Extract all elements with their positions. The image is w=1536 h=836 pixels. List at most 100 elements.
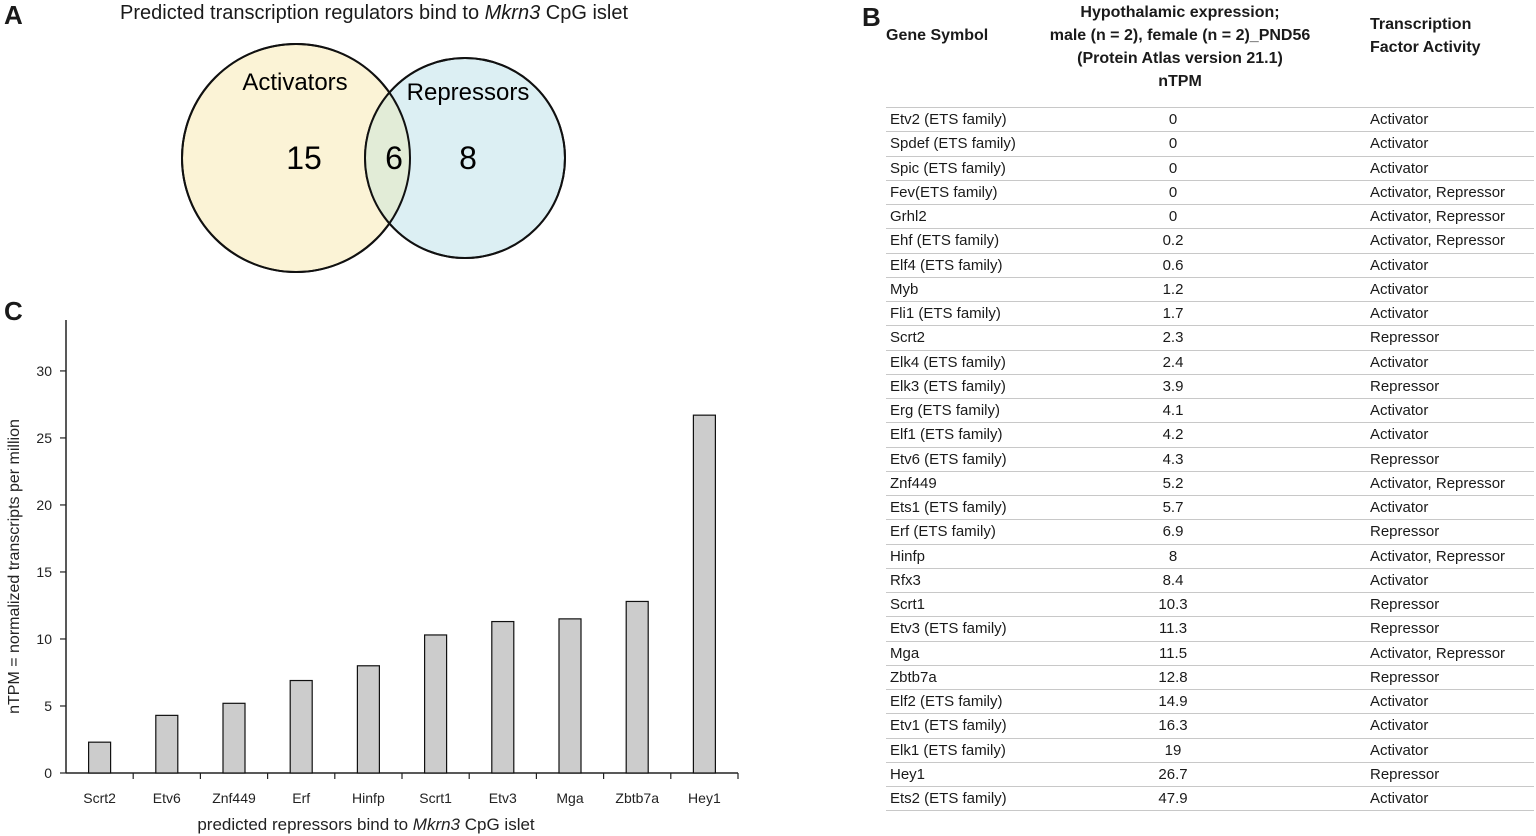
table-cell-activity: Activator bbox=[1370, 402, 1429, 419]
venn-title-prefix: Predicted transcription regulators bind … bbox=[120, 2, 485, 24]
table-cell-activity: Repressor bbox=[1370, 596, 1440, 613]
table-cell-ntpm: 11.5 bbox=[1158, 644, 1188, 662]
table-cell-activity: Activator, Repressor bbox=[1370, 183, 1506, 201]
table-cell-gene: Elk3 (ETS family) bbox=[890, 377, 1006, 395]
table-cell-gene: Spic (ETS family) bbox=[890, 159, 1006, 177]
bar-scrt1 bbox=[424, 634, 448, 774]
table-cell-ntpm: 4.1 bbox=[1162, 402, 1184, 419]
table-row: Elk3 (ETS family) 3.9 Repressor bbox=[886, 375, 1534, 399]
table-cell-ntpm: 4.3 bbox=[1162, 450, 1184, 468]
venn-repressors-label: Repressors bbox=[407, 79, 530, 106]
table-row: Rfx3 8.4 Activator bbox=[886, 569, 1534, 593]
table-row: Ets2 (ETS family) 47.9 Activator bbox=[886, 787, 1534, 812]
table-cell-gene: Elk4 (ETS family) bbox=[890, 353, 1006, 371]
table-header-gene: Gene Symbol bbox=[886, 27, 989, 44]
table-cell-gene: Hey1 bbox=[890, 765, 926, 783]
table-cell-ntpm: 10.3 bbox=[1158, 596, 1188, 613]
venn-title: Predicted transcription regulators bind … bbox=[120, 2, 628, 25]
table-row: Hey1 26.7 Repressor bbox=[886, 763, 1534, 787]
table-cell-gene: Elf2 (ETS family) bbox=[890, 693, 1003, 710]
table-header-expression-line1: Hypothalamic expression; bbox=[1080, 4, 1280, 21]
table-cell-activity: Activator, Repressor bbox=[1370, 547, 1506, 565]
table-cell-activity: Activator bbox=[1370, 353, 1429, 371]
table-cell-ntpm: 5.2 bbox=[1162, 474, 1184, 492]
table-row: Etv6 (ETS family) 4.3 Repressor bbox=[886, 448, 1534, 472]
table-cell-ntpm: 8.4 bbox=[1162, 571, 1184, 589]
venn-title-gene: Mkrn3 bbox=[484, 2, 541, 24]
table-cell-activity: Activator bbox=[1370, 111, 1429, 128]
table-header-expression-line4: nTPM bbox=[1158, 73, 1202, 90]
bar-hey1 bbox=[692, 414, 717, 774]
table-cell-ntpm: 2.3 bbox=[1162, 329, 1184, 347]
table-cell-ntpm: 0 bbox=[1168, 183, 1178, 201]
table-cell-ntpm: 26.7 bbox=[1158, 765, 1188, 783]
table-cell-gene: Elf1 (ETS family) bbox=[890, 426, 1003, 444]
panel-b-label: B bbox=[862, 2, 881, 32]
table-row: Ets1 (ETS family) 5.7 Activator bbox=[886, 496, 1534, 521]
x-tick-label: Mga bbox=[556, 790, 583, 806]
table-row: Erg (ETS family) 4.1 Activator bbox=[886, 399, 1534, 424]
table-cell-ntpm: 4.2 bbox=[1162, 426, 1184, 444]
table-cell-activity: Repressor bbox=[1370, 450, 1440, 468]
table-cell-ntpm: 47.9 bbox=[1158, 790, 1188, 807]
table-row: Etv2 (ETS family) 0 Activator bbox=[886, 108, 1534, 133]
table-row: Elk1 (ETS family) 19 Activator bbox=[886, 739, 1534, 763]
x-axis-title-prefix: predicted repressors bind to bbox=[197, 815, 412, 834]
bar-zbtb7a bbox=[625, 600, 649, 774]
table-cell-gene: Spdef (ETS family) bbox=[890, 135, 1016, 153]
y-tick-label: 10 bbox=[36, 631, 52, 647]
table-cell-activity: Activator bbox=[1370, 305, 1429, 322]
table-row: Elf1 (ETS family) 4.2 Activator bbox=[886, 423, 1534, 448]
table-cell-activity: Activator bbox=[1370, 790, 1429, 807]
table-row: Spdef (ETS family) 0 Activator bbox=[886, 132, 1534, 157]
y-tick-label: 5 bbox=[44, 698, 52, 714]
table-cell-activity: Repressor bbox=[1370, 765, 1440, 783]
table-cell-activity: Activator bbox=[1370, 280, 1429, 298]
x-axis-title: predicted repressors bind to Mkrn3 CpG i… bbox=[197, 815, 535, 834]
table-cell-activity: Activator, Repressor bbox=[1370, 208, 1506, 225]
table-row: Hinfp 8 Activator, Repressor bbox=[886, 545, 1534, 569]
table-header-activity: Transcription Factor Activity bbox=[1370, 13, 1481, 59]
x-tick-label: Scrt2 bbox=[83, 790, 116, 806]
table-row: Ehf (ETS family) 0.2 Activator, Repressor bbox=[886, 229, 1534, 254]
bar-etv3 bbox=[491, 620, 515, 774]
x-axis-title-gene: Mkrn3 bbox=[413, 815, 461, 834]
table-cell-ntpm: 0 bbox=[1168, 111, 1178, 128]
venn-repressors-count: 8 bbox=[459, 140, 477, 176]
venn-title-suffix: CpG islet bbox=[540, 2, 629, 24]
table-cell-gene: Grhl2 bbox=[890, 208, 927, 225]
table-cell-activity: Activator bbox=[1370, 256, 1429, 274]
y-tick-label: 20 bbox=[36, 497, 52, 513]
table-row: Myb 1.2 Activator bbox=[886, 278, 1534, 302]
table-cell-activity: Activator bbox=[1370, 741, 1429, 759]
table-cell-gene: Myb bbox=[890, 280, 919, 298]
x-tick-label: Zbtb7a bbox=[615, 790, 659, 806]
table-cell-activity: Activator bbox=[1370, 426, 1429, 444]
table-cell-gene: Zbtb7a bbox=[890, 668, 937, 686]
table-cell-ntpm: 16.3 bbox=[1158, 717, 1188, 735]
table-cell-gene: Etv2 (ETS family) bbox=[890, 111, 1007, 128]
table-header-activity-line2: Factor Activity bbox=[1370, 39, 1481, 56]
table-cell-activity: Activator, Repressor bbox=[1370, 232, 1506, 250]
x-axis-title-suffix: CpG islet bbox=[460, 815, 535, 834]
table-cell-activity: Activator bbox=[1370, 693, 1429, 710]
table-cell-activity: Activator bbox=[1370, 499, 1429, 516]
x-tick-label: Hinfp bbox=[352, 790, 385, 806]
venn-diagram: Activators Repressors 15 6 8 bbox=[181, 43, 566, 273]
table-cell-gene: Etv3 (ETS family) bbox=[890, 620, 1007, 638]
table-cell-ntpm: 11.3 bbox=[1158, 620, 1188, 638]
table-cell-ntpm: 0 bbox=[1168, 135, 1178, 153]
table-row: Erf (ETS family) 6.9 Repressor bbox=[886, 520, 1534, 545]
table-cell-gene: Znf449 bbox=[890, 474, 937, 492]
table-row: Etv3 (ETS family) 11.3 Repressor bbox=[886, 617, 1534, 642]
table-cell-activity: Activator bbox=[1370, 571, 1429, 589]
table-header-expression-line2: male (n = 2), female (n = 2)_PND56 bbox=[1049, 27, 1311, 44]
bar-erf bbox=[289, 679, 313, 774]
bar-etv6 bbox=[155, 714, 179, 774]
y-axis-title: nTPM = normalized transcripts per millio… bbox=[6, 419, 23, 714]
table-row: Etv1 (ETS family) 16.3 Activator bbox=[886, 714, 1534, 739]
bar-chart: 0 5 10 15 20 25 30 Scrt2 Etv6 Znf449 Erf Hinfp Scrt1… bbox=[6, 320, 739, 834]
table-cell-gene: Etv1 (ETS family) bbox=[890, 717, 1007, 735]
bar-mga bbox=[558, 618, 582, 774]
table-cell-ntpm: 0 bbox=[1168, 159, 1178, 177]
